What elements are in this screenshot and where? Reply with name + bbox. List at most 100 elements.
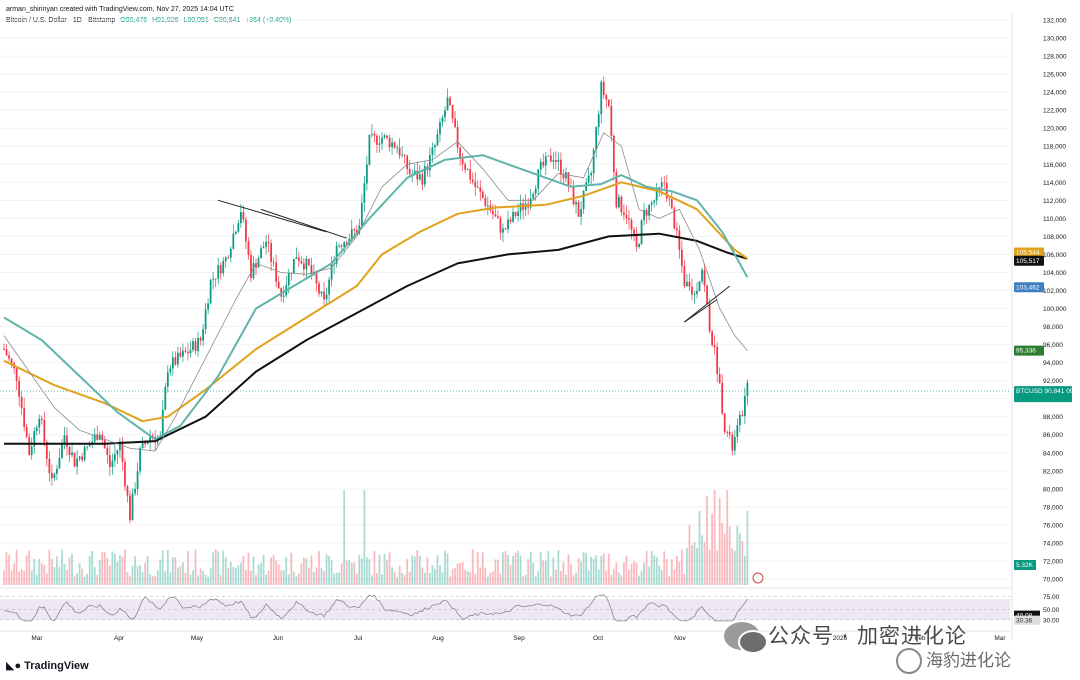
candle-body	[126, 486, 129, 496]
volume-bar	[610, 575, 613, 585]
volume-bar	[479, 567, 482, 585]
candle-body	[469, 169, 472, 180]
candle-body	[693, 293, 696, 295]
volume-bar	[275, 560, 278, 585]
price-tag-label: 103,462	[1016, 284, 1040, 291]
candle-body	[532, 193, 535, 199]
candle-body	[549, 155, 552, 162]
candle-body	[434, 145, 436, 148]
candle-body	[33, 431, 36, 447]
candle-body	[675, 228, 678, 231]
candle-body	[567, 172, 570, 187]
candle-body	[466, 169, 469, 171]
volume-bar	[131, 566, 134, 585]
candle-body	[517, 211, 519, 217]
candle-body	[721, 382, 724, 414]
volume-bar	[554, 569, 557, 585]
volume-bar	[398, 565, 401, 585]
volume-bar	[365, 557, 368, 585]
candle-body	[275, 262, 278, 282]
y-tick-label: 124,000	[1043, 90, 1067, 97]
candle-body	[562, 174, 565, 179]
candle-body	[688, 281, 691, 287]
volume-bar	[670, 559, 673, 585]
volume-bar	[187, 551, 189, 585]
volume-bar	[693, 542, 696, 585]
candle-body	[575, 202, 577, 205]
volume-bar	[423, 572, 426, 585]
volume-bar	[507, 554, 509, 585]
y-tick-label: 114,000	[1043, 180, 1066, 187]
volume-bar	[237, 565, 240, 585]
candle-body	[38, 418, 41, 428]
candle-body	[376, 135, 378, 145]
volume-bar	[124, 549, 126, 585]
volume-bar	[350, 562, 353, 585]
volume-bar	[45, 573, 48, 585]
candle-body	[612, 135, 615, 173]
candle-body	[504, 228, 507, 230]
month-label: Aug	[432, 635, 444, 642]
volume-bar	[161, 550, 164, 585]
author-line: arman_shirinyan created with TradingView…	[6, 6, 234, 13]
volume-bar	[612, 569, 615, 585]
volume-bar	[726, 490, 729, 585]
volume-bar	[129, 576, 131, 585]
volume-bar	[716, 550, 719, 585]
volume-bar	[570, 563, 572, 585]
volume-bar	[262, 554, 265, 585]
volume-bar	[358, 554, 361, 585]
candle-body	[277, 281, 280, 289]
month-label: Mar	[31, 635, 43, 642]
logo-text: TradingView	[24, 660, 89, 672]
volume-bar	[648, 566, 651, 585]
y-tick-label: 132,000	[1043, 18, 1067, 25]
candle-body	[5, 349, 8, 356]
volume-bar	[345, 560, 348, 585]
candle-body	[355, 229, 358, 234]
volume-bar	[428, 573, 431, 585]
volume-bar	[320, 568, 323, 585]
candle-body	[539, 161, 542, 170]
volume-bar	[703, 541, 706, 585]
candle-body	[428, 154, 431, 171]
volume-bar	[549, 576, 552, 585]
month-label: Mar	[994, 635, 1006, 642]
candle-body	[502, 228, 504, 233]
volume-bar	[408, 571, 411, 585]
volume-bar	[144, 562, 147, 585]
candle-body	[449, 97, 451, 106]
candle-body	[497, 216, 499, 219]
volume-bar	[156, 570, 159, 585]
price-tag	[1014, 386, 1072, 403]
candle-body	[441, 117, 444, 123]
volume-bar	[8, 555, 10, 585]
volume-bar	[302, 557, 305, 585]
volume-bar	[10, 570, 13, 585]
volume-bar	[86, 573, 89, 585]
candle-body	[623, 212, 625, 215]
volume-bar	[151, 576, 154, 585]
y-tick-label: 78,000	[1043, 504, 1063, 511]
volume-bar	[630, 563, 633, 585]
candle-body	[396, 147, 399, 149]
candle-body	[179, 352, 182, 357]
candle-body	[547, 155, 550, 157]
candle-body	[360, 202, 363, 226]
volume-bar	[323, 571, 325, 585]
volume-bar	[297, 573, 300, 585]
volume-bar	[270, 557, 273, 585]
volume-bar	[53, 566, 56, 585]
volume-bar	[202, 570, 204, 585]
candle-body	[713, 345, 716, 348]
candle-body	[600, 81, 603, 115]
volume-bar	[381, 574, 383, 585]
volume-bar	[169, 572, 172, 585]
candle-body	[63, 435, 66, 444]
y-tick-label: 104,000	[1043, 270, 1067, 277]
candle-body	[444, 110, 446, 118]
candle-body	[486, 205, 489, 207]
volume-bar	[78, 563, 81, 585]
volume-bar	[418, 555, 421, 585]
